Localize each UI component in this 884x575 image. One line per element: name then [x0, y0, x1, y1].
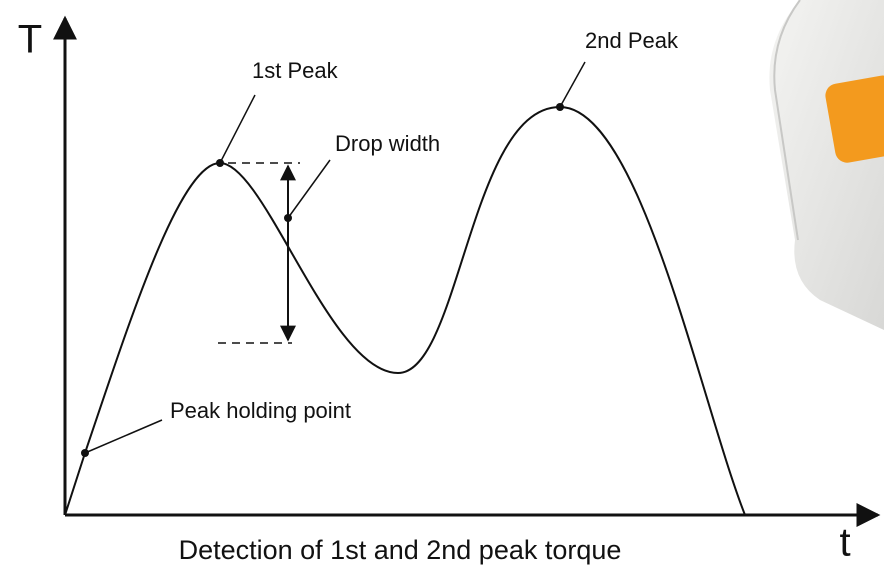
annotation: 2nd Peak [585, 28, 679, 53]
point [81, 449, 89, 457]
y-axis-label: T [18, 18, 42, 62]
leader-line [287, 159, 331, 219]
point [284, 214, 292, 222]
annotation: 1st Peak [252, 58, 339, 83]
torque-curve [64, 105, 746, 516]
point [556, 103, 564, 111]
x-axis-label: t [839, 521, 850, 565]
annotation: Drop width [335, 131, 440, 156]
point [216, 159, 224, 167]
leader-line [219, 94, 256, 164]
device-photo [769, 0, 884, 330]
caption: Detection of 1st and 2nd peak torque [179, 535, 622, 565]
leader-line [559, 61, 586, 108]
annotation: Peak holding point [170, 398, 351, 423]
leader-line [84, 419, 163, 454]
